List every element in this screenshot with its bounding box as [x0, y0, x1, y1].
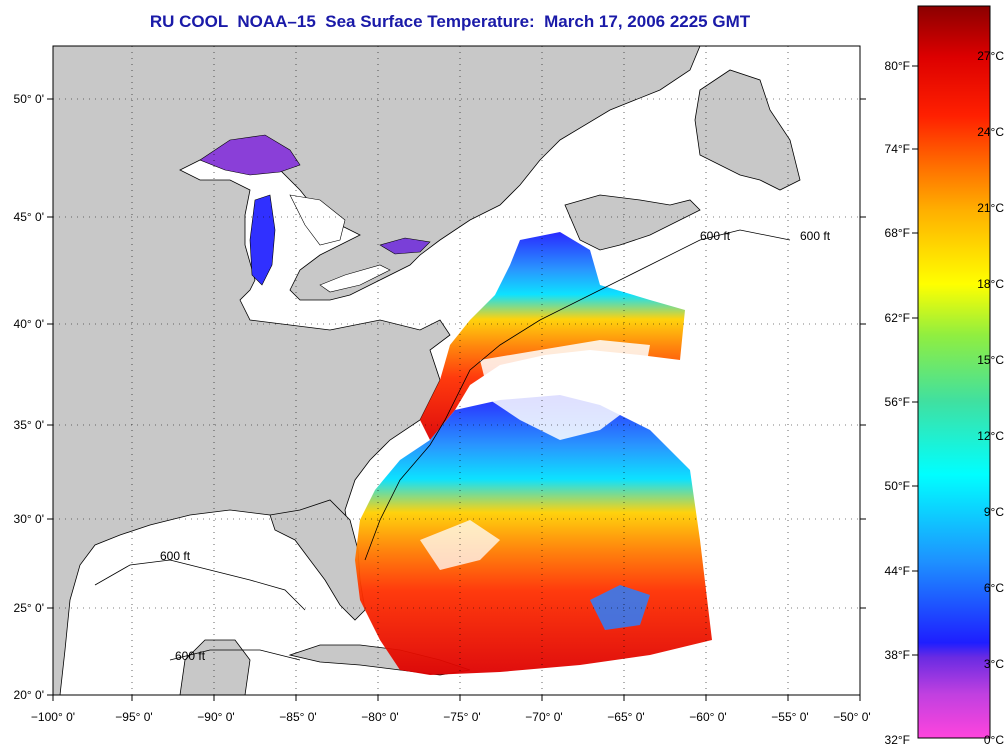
contour-label: 600 ft: [160, 549, 191, 563]
celsius-label: 24°C: [977, 125, 1004, 139]
celsius-label: 15°C: [977, 353, 1004, 367]
sst-swath-north: [420, 232, 685, 440]
land-newfoundland: [694, 69, 801, 191]
fahrenheit-label: 32°F: [885, 733, 910, 747]
map-title: RU COOL NOAA–15 Sea Surface Temperature:…: [149, 12, 751, 31]
celsius-label: 6°C: [984, 581, 1004, 595]
lake-michigan: [249, 194, 276, 286]
contour-label: 600 ft: [175, 649, 206, 663]
lon-tick-label: −80° 0': [361, 710, 398, 724]
lake-ontario: [379, 237, 431, 255]
lat-tick-label: 35° 0': [14, 418, 44, 432]
fahrenheit-label: 56°F: [885, 395, 910, 409]
colorbar: [917, 5, 991, 739]
lon-tick-label: −100° 0': [31, 710, 75, 724]
fahrenheit-label: 80°F: [885, 59, 910, 73]
lon-tick-label: −95° 0': [115, 710, 152, 724]
fahrenheit-label: 38°F: [885, 648, 910, 662]
lon-tick-label: −70° 0': [525, 710, 562, 724]
lat-tick-label: 50° 0': [14, 92, 44, 106]
land-yucatan: [179, 639, 251, 695]
lon-tick-label: −65° 0': [607, 710, 644, 724]
lake-huron: [289, 194, 346, 246]
lat-tick-label: 25° 0': [14, 601, 44, 615]
lat-tick-label: 45° 0': [14, 210, 44, 224]
axis-ticks: [47, 98, 866, 701]
cloud-patch: [480, 340, 650, 440]
land-florida: [269, 499, 366, 621]
celsius-label: 0°C: [984, 733, 1004, 747]
map-frame: [52, 45, 861, 696]
colorbar-fahrenheit-ticks: [912, 65, 918, 656]
lon-tick-label: −50° 0': [833, 710, 870, 724]
map-grid: [53, 46, 860, 695]
lat-tick-label: 30° 0': [14, 512, 44, 526]
fahrenheit-label: 50°F: [885, 479, 910, 493]
celsius-label: 9°C: [984, 505, 1004, 519]
lon-tick-label: −85° 0': [279, 710, 316, 724]
colorbar-celsius-labels: 27°C 24°C 21°C 18°C 15°C 12°C 9°C 6°C 3°…: [977, 49, 1004, 747]
celsius-label: 27°C: [977, 49, 1004, 63]
fahrenheit-label: 62°F: [885, 311, 910, 325]
celsius-label: 21°C: [977, 201, 1004, 215]
lon-tick-label: −90° 0': [197, 710, 234, 724]
land-nova-scotia: [564, 194, 701, 251]
celsius-label: 18°C: [977, 277, 1004, 291]
fahrenheit-label: 68°F: [885, 226, 910, 240]
contour-label: 600 ft: [800, 229, 831, 243]
lat-tick-label: 40° 0': [14, 317, 44, 331]
lon-tick-label: −75° 0': [443, 710, 480, 724]
map-features: [53, 46, 801, 695]
lake-erie: [319, 264, 391, 293]
lon-tick-label: −55° 0': [771, 710, 808, 724]
lon-tick-label: −60° 0': [689, 710, 726, 724]
depth-contour-line: [94, 229, 791, 661]
fahrenheit-label: 44°F: [885, 564, 910, 578]
lake-superior: [199, 134, 301, 176]
colorbar-fahrenheit-labels: 80°F 74°F 68°F 62°F 56°F 50°F 44°F 38°F …: [885, 59, 910, 747]
contour-label: 600 ft: [700, 229, 731, 243]
fahrenheit-label: 74°F: [885, 142, 910, 156]
celsius-label: 12°C: [977, 429, 1004, 443]
celsius-label: 3°C: [984, 657, 1004, 671]
cold-eddy: [590, 585, 650, 630]
lat-tick-label: 20° 0': [14, 688, 44, 702]
